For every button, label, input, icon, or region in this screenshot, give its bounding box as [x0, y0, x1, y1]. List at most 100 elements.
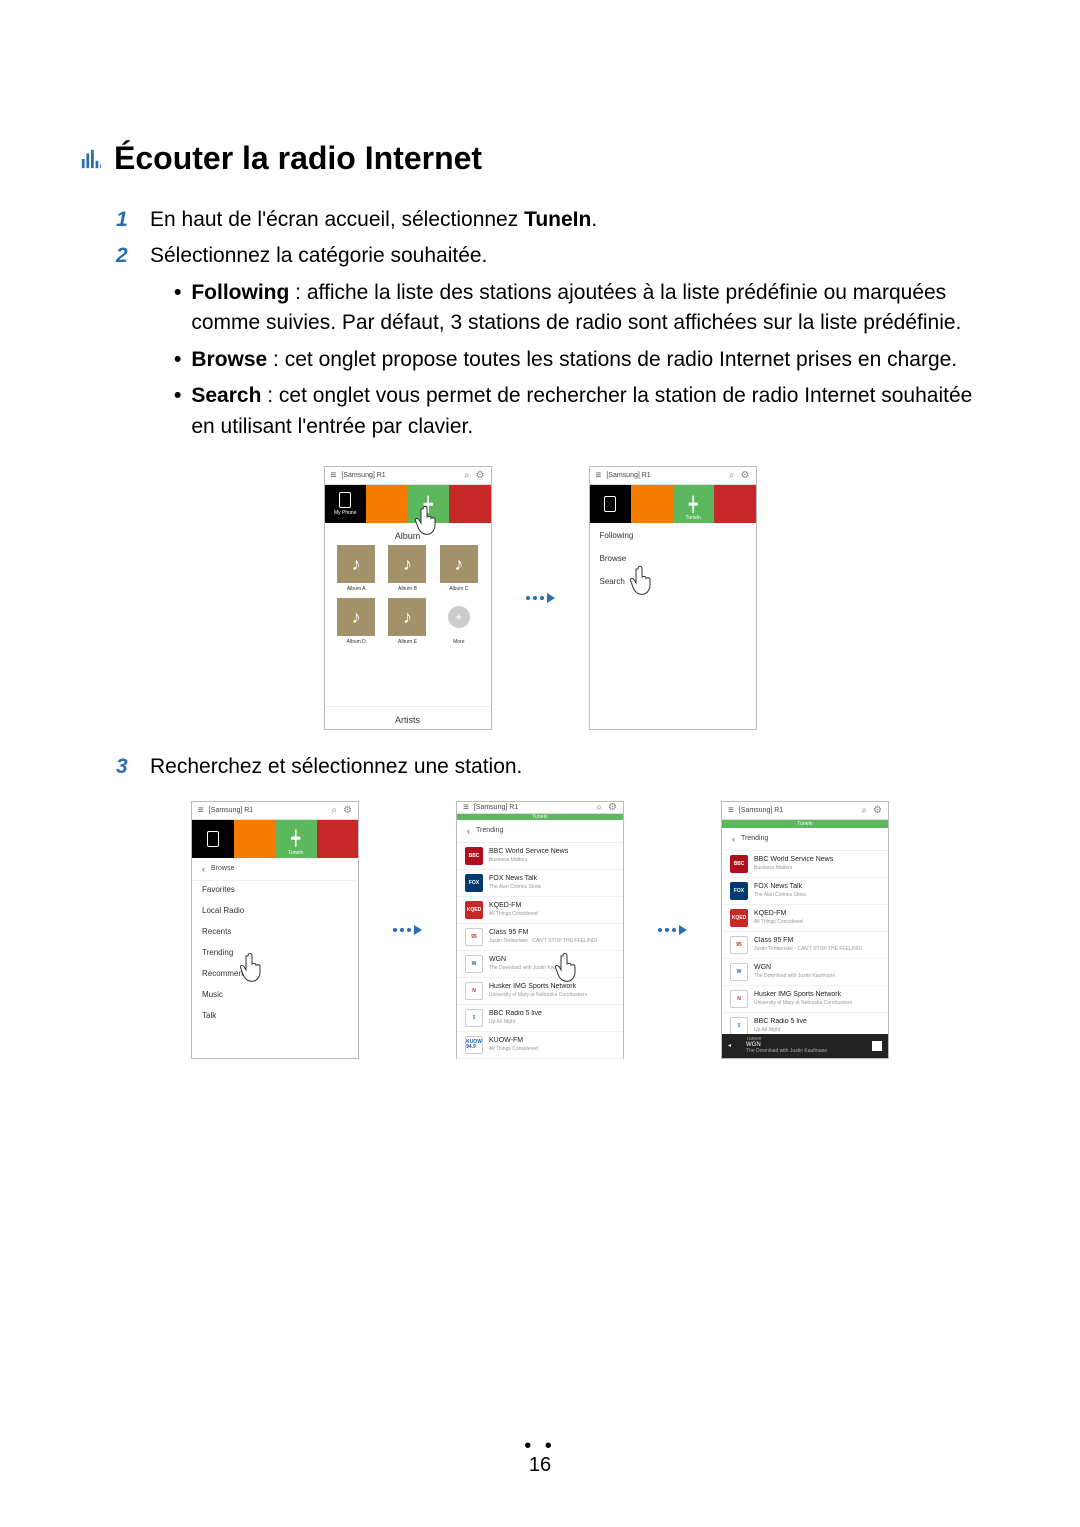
tile-orange[interactable] — [234, 820, 276, 858]
now-playing-bar[interactable]: ◂ TuneIn WGN The Download with Justin Ka… — [722, 1034, 888, 1058]
heading-text: Écouter la radio Internet — [114, 140, 482, 177]
album-c[interactable]: ♪ — [440, 545, 478, 583]
step-body: Recherchez et sélectionnez une station. — [150, 752, 1000, 782]
step-body: Sélectionnez la catégorie souhaitée. Fol… — [150, 241, 1000, 448]
device-name: [Samsung] R1 — [739, 807, 783, 814]
menu-search[interactable]: Search — [600, 577, 746, 586]
tunein-menu: Following Browse Search — [590, 523, 756, 594]
gear-icon[interactable]: ⚙ — [608, 802, 617, 813]
note-icon: ♪ — [352, 554, 361, 575]
station-row[interactable]: 5BBC Radio 5 liveUp All Night — [457, 1005, 623, 1032]
station-logo: 5 — [465, 1009, 483, 1027]
bullet-following: Following : affiche la liste des station… — [174, 278, 1000, 339]
album-label: Album — [325, 523, 491, 545]
browse-recents[interactable]: Recents — [202, 927, 348, 936]
station-text: FOX News TalkThe Alan Colmes Show — [489, 875, 541, 889]
menu-browse[interactable]: Browse — [600, 554, 746, 563]
source-tiles: ┿TuneIn — [590, 485, 756, 523]
back-trending[interactable]: ‹Trending — [457, 820, 623, 843]
equalizer-icon — [80, 148, 102, 170]
station-row[interactable]: FOXFOX News TalkThe Alan Colmes Show — [457, 870, 623, 897]
search-icon[interactable]: ⌕ — [331, 805, 337, 816]
tile-tunein[interactable]: ┿ — [408, 485, 450, 523]
menu-icon[interactable]: ≡ — [198, 805, 204, 816]
browse-local[interactable]: Local Radio — [202, 906, 348, 915]
tile-orange[interactable] — [366, 485, 408, 523]
browse-list: Favorites Local Radio Recents Trending R… — [192, 881, 358, 1028]
tile-orange[interactable] — [631, 485, 673, 523]
station-text: Husker IMG Sports NetworkUniversity of M… — [489, 983, 587, 997]
station-row[interactable]: 95Class 95 FMJustin Timberlake - CAN'T S… — [722, 932, 888, 959]
album-d[interactable]: ♪ — [337, 598, 375, 636]
menu-following[interactable]: Following — [600, 531, 746, 540]
station-row[interactable]: WWGNThe Download with Justin Kaufmann — [457, 951, 623, 978]
station-row[interactable]: NHusker IMG Sports NetworkUniversity of … — [722, 986, 888, 1013]
stop-icon[interactable] — [872, 1041, 882, 1051]
station-row[interactable]: KQEDKQED-FMAll Things Considered — [722, 905, 888, 932]
arrow-icon — [393, 925, 422, 935]
step-number: 2 — [116, 241, 130, 448]
station-row[interactable]: 95Class 95 FMJustin Timberlake - CAN'T S… — [457, 924, 623, 951]
gear-icon[interactable]: ⚙ — [741, 470, 750, 481]
gear-icon[interactable]: ⚙ — [873, 805, 882, 816]
arrow-icon — [526, 593, 555, 603]
step-2: 2 Sélectionnez la catégorie souhaitée. F… — [116, 241, 1000, 448]
browse-favorites[interactable]: Favorites — [202, 885, 348, 894]
gear-icon[interactable]: ⚙ — [343, 805, 352, 816]
step-number: 3 — [116, 752, 130, 782]
menu-icon[interactable]: ≡ — [596, 470, 602, 481]
album-a[interactable]: ♪ — [337, 545, 375, 583]
station-row[interactable]: WWGNThe Download with Justin Kaufmann — [722, 959, 888, 986]
plus-icon: ┿ — [689, 496, 697, 513]
gear-icon[interactable]: ⚙ — [476, 470, 485, 481]
station-row[interactable]: 5BBC Radio 5 liveUp All Night — [722, 1013, 888, 1034]
browse-talk[interactable]: Talk — [202, 1011, 348, 1020]
station-row[interactable]: BBCBBC World Service NewsBusiness Matter… — [457, 843, 623, 870]
tile-red[interactable] — [449, 485, 491, 523]
station-logo: 95 — [465, 928, 483, 946]
album-row-2: ♪Album D ♪Album E +More — [325, 598, 491, 645]
station-text: FOX News TalkThe Alan Colmes Show — [754, 883, 806, 897]
station-row[interactable]: KQEDKQED-FMAll Things Considered — [457, 897, 623, 924]
device-name: [Samsung] R1 — [209, 807, 253, 814]
search-icon[interactable]: ⌕ — [861, 805, 867, 816]
back-browse[interactable]: ‹Browse — [192, 858, 358, 881]
browse-recommend[interactable]: Recommend — [202, 969, 348, 978]
station-logo: KUOW94.9 — [465, 1036, 483, 1054]
search-icon[interactable]: ⌕ — [729, 470, 735, 481]
tile-myphone[interactable]: My Phone — [325, 485, 367, 523]
menu-icon[interactable]: ≡ — [331, 470, 337, 481]
bullet-search: Search : cet onglet vous permet de reche… — [174, 381, 1000, 442]
station-row[interactable]: BBCBBC World Service NewsBusiness Matter… — [722, 851, 888, 878]
prev-icon[interactable]: ◂ — [728, 1042, 738, 1049]
tile-red[interactable] — [317, 820, 359, 858]
search-icon[interactable]: ⌕ — [596, 802, 602, 813]
note-icon: ♪ — [352, 607, 361, 628]
album-more[interactable]: + — [448, 606, 470, 628]
phone-icon — [604, 496, 616, 512]
station-logo: N — [465, 982, 483, 1000]
tile-myphone[interactable] — [590, 485, 632, 523]
menu-icon[interactable]: ≡ — [463, 802, 469, 813]
album-e[interactable]: ♪ — [388, 598, 426, 636]
station-row[interactable]: N Husker IMG Sports NetworkUniversity of … — [457, 978, 623, 1005]
station-row[interactable]: KUOW94.9KUOW-FMAll Things Considered — [457, 1032, 623, 1059]
phone-nowplaying: ≡[Samsung] R1 ⌕⚙ TuneIn ‹Trending BBCBBC… — [721, 801, 889, 1059]
back-trending[interactable]: ‹Trending — [722, 828, 888, 851]
search-icon[interactable]: ⌕ — [464, 470, 470, 481]
station-logo: W — [465, 955, 483, 973]
station-logo: W — [730, 963, 748, 981]
tile-tunein[interactable]: ┿TuneIn — [673, 485, 715, 523]
album-b[interactable]: ♪ — [388, 545, 426, 583]
browse-music[interactable]: Music — [202, 990, 348, 999]
tile-myphone[interactable] — [192, 820, 234, 858]
tile-red[interactable] — [714, 485, 756, 523]
station-row[interactable]: FOXFOX News TalkThe Alan Colmes Show — [722, 878, 888, 905]
tile-tunein[interactable]: ┿TuneIn — [275, 820, 317, 858]
station-list: BBCBBC World Service NewsBusiness Matter… — [457, 843, 623, 1059]
plus-icon: + — [455, 610, 462, 624]
arrow-icon — [658, 925, 687, 935]
menu-icon[interactable]: ≡ — [728, 805, 734, 816]
station-text: KQED-FMAll Things Considered — [754, 910, 803, 924]
browse-trending[interactable]: Trending — [202, 948, 348, 957]
